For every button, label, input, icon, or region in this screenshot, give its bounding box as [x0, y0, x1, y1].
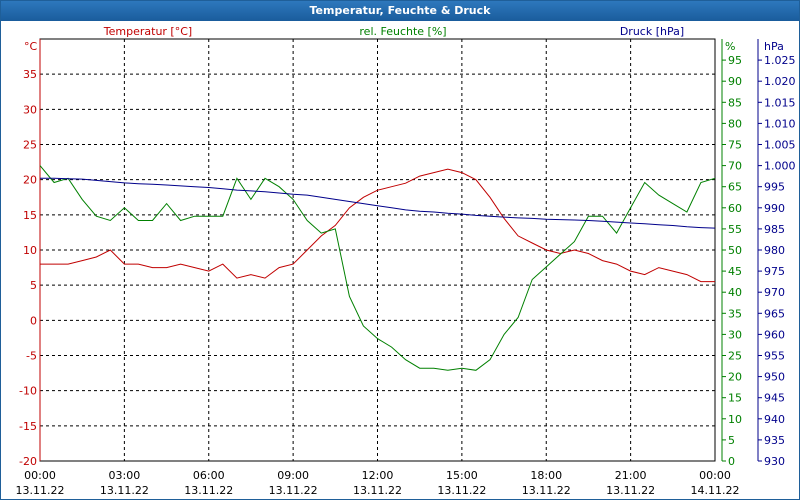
- tick-label-x-date: 13.11.22: [606, 484, 655, 497]
- tick-label-x-time: 06:00: [193, 469, 225, 482]
- tick-label-humidity: 65: [728, 181, 742, 194]
- tick-label-left: 10: [23, 244, 37, 257]
- tick-label-humidity: 25: [728, 350, 742, 363]
- tick-label-pressure: 995: [764, 181, 785, 194]
- tick-label-left: -5: [26, 350, 37, 363]
- tick-label-x-date: 13.11.22: [100, 484, 149, 497]
- tick-label-x-time: 03:00: [109, 469, 141, 482]
- tick-label-humidity: 75: [728, 139, 742, 152]
- tick-label-left: 0: [30, 314, 37, 327]
- tick-label-x-time: 15:00: [446, 469, 478, 482]
- tick-label-humidity: 0: [728, 455, 735, 468]
- tick-label-humidity: 5: [728, 434, 735, 447]
- tick-label-pressure: 985: [764, 223, 785, 236]
- tick-label-pressure: 1.010: [764, 117, 796, 130]
- tick-label-humidity: 95: [728, 54, 742, 67]
- tick-label-pressure: 940: [764, 413, 785, 426]
- tick-label-x-date: 13.11.22: [353, 484, 402, 497]
- legend-humidity: rel. Feuchte [%]: [359, 25, 446, 38]
- tick-label-left: 35: [23, 68, 37, 81]
- unit-pressure: hPa: [764, 40, 784, 53]
- tick-label-x-date: 13.11.22: [437, 484, 486, 497]
- series-line-temperature: [40, 168, 715, 283]
- tick-label-pressure: 975: [764, 265, 785, 278]
- ticks-left: -20 -15 -10 -5 0 5 10 15 20 25 30 35: [19, 68, 37, 468]
- tick-label-humidity: 70: [728, 160, 742, 173]
- tick-label-humidity: 45: [728, 265, 742, 278]
- tick-label-x-time: 09:00: [277, 469, 309, 482]
- tick-label-humidity: 85: [728, 96, 742, 109]
- tick-label-pressure: 970: [764, 286, 785, 299]
- tick-label-humidity: 60: [728, 202, 742, 215]
- tick-label-left: -20: [19, 455, 37, 468]
- tick-label-pressure: 1.025: [764, 54, 796, 67]
- legend-temperature: Temperatur [°C]: [103, 25, 192, 38]
- tick-label-x-date: 14.11.22: [691, 484, 740, 497]
- tick-label-humidity: 35: [728, 307, 742, 320]
- tick-label-humidity: 40: [728, 286, 742, 299]
- tick-label-pressure: 935: [764, 434, 785, 447]
- tick-label-pressure: 980: [764, 244, 785, 257]
- tick-label-pressure: 990: [764, 202, 785, 215]
- tick-label-pressure: 960: [764, 328, 785, 341]
- tick-label-x-time: 00:00: [24, 469, 56, 482]
- tick-label-humidity: 55: [728, 223, 742, 236]
- ticks-pressure: 930 935 940 945 950 955 960 965 970 975 980 985 990 9…: [758, 54, 796, 468]
- tick-label-pressure: 1.005: [764, 139, 796, 152]
- tick-label-x-date: 13.11.22: [522, 484, 571, 497]
- series-line-humidity: [39, 165, 716, 371]
- tick-label-humidity: 10: [728, 413, 742, 426]
- unit-humidity: %: [725, 40, 735, 53]
- tick-label-x-time: 21:00: [615, 469, 647, 482]
- tick-label-pressure: 950: [764, 371, 785, 384]
- tick-label-x-date: 13.11.22: [184, 484, 233, 497]
- tick-label-humidity: 15: [728, 392, 742, 405]
- tick-label-pressure: 965: [764, 307, 785, 320]
- tick-label-left: 5: [30, 279, 37, 292]
- tick-label-pressure: 1.020: [764, 75, 796, 88]
- tick-label-left: 20: [23, 174, 37, 187]
- tick-label-x-date: 13.11.22: [16, 484, 65, 497]
- tick-label-humidity: 90: [728, 75, 742, 88]
- ticks-humidity: 0 5 10 15 20 25 30 35 40 45 50 55 60 65 70 75 80 85 90 95: [722, 54, 742, 468]
- tick-label-humidity: 50: [728, 244, 742, 257]
- tick-label-left: -10: [19, 385, 37, 398]
- tick-label-x-time: 00:00: [699, 469, 731, 482]
- tick-label-left: 25: [23, 139, 37, 152]
- series-line-pressure: [40, 177, 716, 229]
- tick-label-humidity: 20: [728, 371, 742, 384]
- tick-label-x-time: 18:00: [530, 469, 562, 482]
- tick-label-left: 30: [23, 103, 37, 116]
- tick-label-left: -15: [19, 420, 37, 433]
- tick-label-left: 15: [23, 209, 37, 222]
- tick-label-pressure: 1.000: [764, 160, 796, 173]
- series-lines: [39, 165, 716, 371]
- tick-label-humidity: 80: [728, 117, 742, 130]
- tick-label-pressure: 930: [764, 455, 785, 468]
- tick-label-x-date: 13.11.22: [269, 484, 318, 497]
- tick-label-humidity: 30: [728, 328, 742, 341]
- legend-pressure: Druck [hPa]: [620, 25, 684, 38]
- tick-label-x-time: 12:00: [362, 469, 394, 482]
- tick-label-pressure: 1.015: [764, 96, 796, 109]
- chart-title: Temperatur, Feuchte & Druck: [1, 1, 799, 21]
- ticks-x: 00:00 13.11.22 03:00 13.11.22 06:00 13.11.22 0…: [16, 469, 740, 497]
- unit-left: °C: [24, 40, 38, 53]
- tick-label-pressure: 955: [764, 350, 785, 363]
- tick-label-pressure: 945: [764, 392, 785, 405]
